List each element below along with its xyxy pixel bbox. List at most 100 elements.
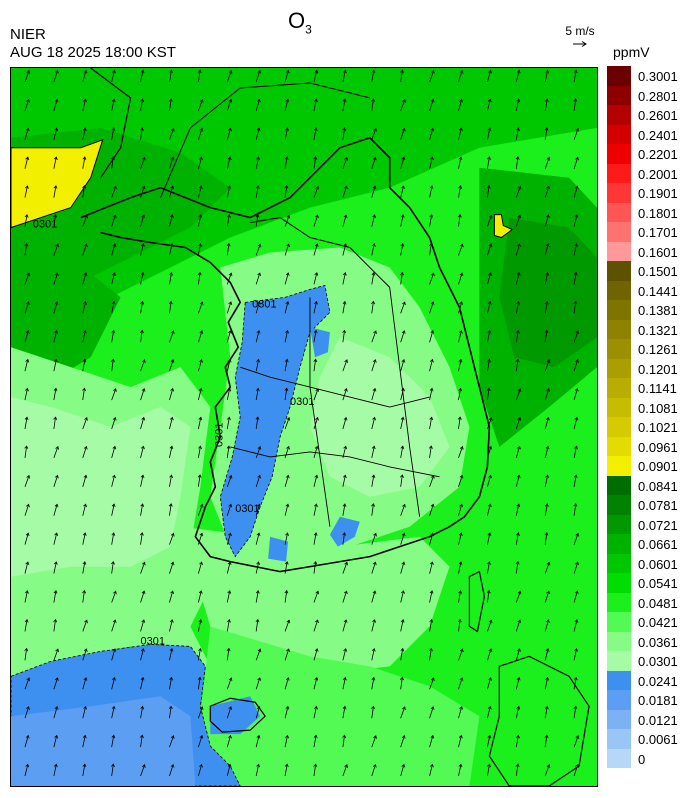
wind-arrow: [140, 591, 145, 603]
wind-arrow-head: [342, 98, 347, 103]
wind-arrow-head: [574, 243, 578, 247]
wind-arrow: [400, 735, 405, 748]
wind-arrow-head: [285, 677, 290, 681]
wind-arrow: [111, 186, 117, 198]
wind-arrow-head: [372, 416, 377, 421]
wind-arrow-head: [257, 69, 262, 74]
wind-arrow: [400, 99, 406, 112]
wind-arrow: [24, 504, 30, 516]
wind-arrow-head: [517, 445, 521, 450]
wind-arrow-head: [198, 619, 203, 623]
wind-arrow-head: [112, 243, 117, 247]
wind-arrow: [53, 214, 56, 227]
wind-arrow: [255, 301, 260, 314]
wind-arrow-head: [313, 734, 318, 739]
wind-arrow: [140, 301, 144, 314]
wind-arrow-head: [141, 388, 146, 392]
legend-label: 0.0781: [638, 498, 678, 513]
wind-arrow-head: [487, 127, 492, 132]
wind-arrow: [313, 330, 317, 343]
wind-arrow: [284, 330, 288, 343]
wind-arrow-head: [227, 156, 232, 161]
wind-arrow-head: [314, 98, 318, 103]
wind-arrow-head: [112, 272, 116, 276]
wind-arrow-head: [53, 561, 58, 565]
wind-arrow-head: [401, 156, 406, 161]
wind-arrow: [255, 156, 260, 169]
wind-arrow-head: [371, 69, 376, 74]
wind-arrow: [140, 475, 144, 487]
wind-arrow: [197, 706, 203, 719]
wind-arrow-head: [487, 301, 492, 305]
wind-arrow-head: [402, 706, 406, 710]
wind-arrow-head: [24, 242, 29, 247]
wind-arrow-head: [284, 156, 289, 160]
ozone-field-peninsula-center: [309, 337, 450, 497]
wind-arrow-head: [459, 445, 464, 450]
wind-arrow-head: [286, 243, 290, 248]
wind-arrow-head: [371, 705, 376, 710]
wind-arrow: [53, 359, 57, 372]
wind-arrow-head: [54, 301, 59, 305]
wind-arrow-head: [429, 618, 434, 623]
wind-arrow-head: [199, 98, 204, 103]
wind-arrow-head: [111, 734, 116, 739]
wind-arrow: [486, 561, 490, 574]
wind-arrow-head: [228, 69, 233, 74]
wind-arrow: [226, 445, 230, 458]
wind-arrow: [342, 417, 347, 430]
wind-arrow: [82, 301, 87, 314]
wind-arrow: [544, 532, 548, 545]
wind-arrow-head: [400, 271, 404, 276]
wind-arrow: [342, 157, 348, 169]
legend-label: 0.1021: [638, 420, 678, 435]
wind-arrow: [111, 648, 116, 661]
wind-arrow-head: [487, 358, 491, 363]
wind-arrow-head: [459, 503, 464, 508]
legend-label: 0.0841: [638, 478, 678, 494]
wind-arrow-head: [371, 676, 376, 681]
wind-arrow-head: [458, 127, 463, 132]
wind-arrow-head: [517, 185, 522, 190]
wind-arrow-head: [314, 503, 318, 508]
wind-arrow-head: [82, 185, 87, 189]
wind-arrow: [371, 503, 374, 516]
wind-arrow: [544, 301, 548, 314]
legend-swatch: [607, 436, 631, 456]
wind-arrow-head: [575, 330, 580, 335]
wind-arrow: [197, 157, 203, 169]
wind-arrow: [111, 417, 116, 430]
wind-arrow: [255, 764, 260, 777]
wind-arrow: [111, 706, 115, 719]
wind-arrow: [371, 735, 377, 748]
wind-arrow: [400, 185, 404, 198]
wind-arrow-head: [83, 98, 88, 103]
wind-arrow-head: [285, 98, 290, 103]
wind-arrow-head: [257, 243, 262, 248]
wind-arrow: [24, 561, 29, 574]
wind-arrow: [400, 243, 404, 256]
wind-arrow: [169, 186, 174, 198]
wind-arrow-head: [140, 705, 145, 710]
wind-arrow-head: [256, 301, 261, 305]
legend-swatch: [607, 514, 631, 534]
wind-arrow-head: [170, 359, 175, 363]
wind-arrow: [197, 214, 202, 227]
wind-arrow-head: [372, 561, 377, 566]
legend-label: 0.0541: [638, 576, 678, 591]
wind-arrow-head: [430, 503, 435, 508]
wind-arrow-head: [488, 243, 493, 248]
wind-arrow: [313, 764, 317, 777]
wind-reference: 5 m/s: [560, 24, 600, 48]
wind-arrow: [24, 590, 28, 603]
wind-arrow-head: [198, 445, 202, 450]
wind-arrow: [24, 128, 29, 140]
wind-arrow-head: [457, 618, 462, 623]
wind-arrow-head: [139, 329, 144, 334]
wind-arrow-head: [54, 127, 59, 132]
wind-arrow: [429, 445, 432, 458]
wind-arrow: [313, 417, 319, 430]
wind-arrow: [515, 677, 520, 690]
wind-arrow: [24, 533, 29, 545]
wind-arrow: [573, 562, 579, 574]
